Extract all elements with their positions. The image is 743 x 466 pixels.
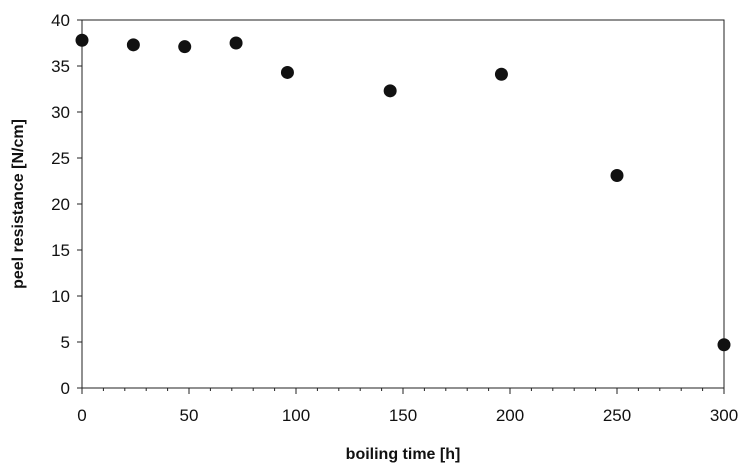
x-axis-ticks: 0 50 100 150 200 250 300	[77, 388, 738, 425]
data-point	[229, 36, 243, 50]
data-point	[75, 33, 89, 47]
plot-area	[81, 19, 725, 389]
data-point	[717, 338, 731, 352]
y-tick-label: 25	[51, 149, 70, 168]
x-axis-title: boiling time [h]	[346, 446, 461, 463]
y-tick-label: 40	[51, 11, 70, 30]
y-tick-label: 10	[51, 287, 70, 306]
x-tick-label: 0	[77, 406, 86, 425]
x-tick-label: 50	[180, 406, 199, 425]
y-tick-label: 0	[61, 379, 70, 398]
x-tick-label: 250	[603, 406, 631, 425]
data-point	[494, 67, 508, 81]
data-point	[178, 40, 192, 54]
y-tick-label: 5	[61, 333, 70, 352]
y-tick-label: 30	[51, 103, 70, 122]
x-tick-label: 150	[389, 406, 417, 425]
x-tick-label: 100	[282, 406, 310, 425]
y-axis-title: peel resistance [N/cm]	[10, 119, 27, 289]
y-axis-ticks: 0 5 10 15 20 25 30 35 40	[51, 11, 82, 398]
data-point	[126, 38, 140, 52]
data-point	[383, 84, 397, 98]
y-tick-label: 35	[51, 57, 70, 76]
data-points	[75, 33, 731, 352]
data-point	[610, 168, 624, 182]
x-tick-label: 200	[496, 406, 524, 425]
y-tick-label: 20	[51, 195, 70, 214]
y-tick-label: 15	[51, 241, 70, 260]
data-point	[280, 65, 294, 79]
x-tick-label: 300	[710, 406, 738, 425]
